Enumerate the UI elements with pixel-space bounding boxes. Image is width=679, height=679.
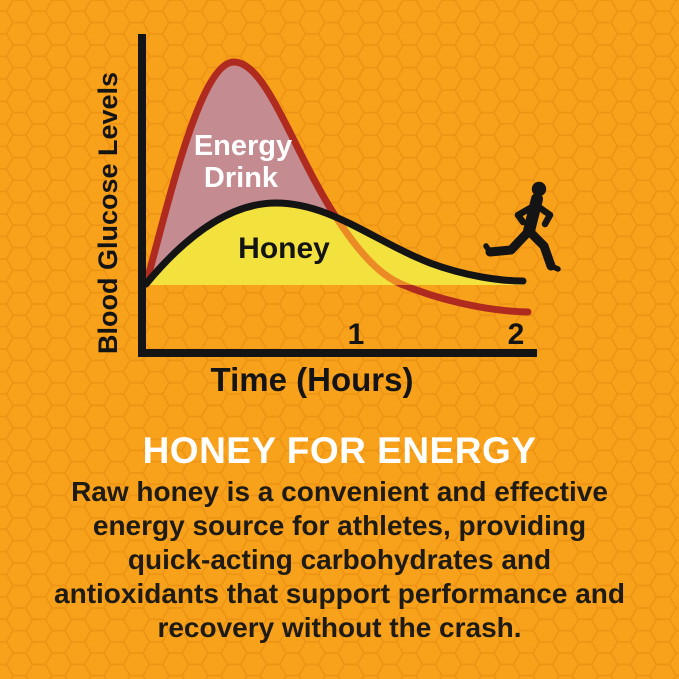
- y-axis-label: Blood Glucose Levels: [93, 72, 123, 354]
- x-tick-2: 2: [508, 318, 525, 351]
- honey-label: Honey: [238, 232, 330, 265]
- body-paragraph: Raw honey is a convenient and effective …: [0, 475, 679, 645]
- energy-drink-label-line2: Drink: [204, 162, 279, 194]
- page-title: HONEY FOR ENERGY: [142, 430, 537, 471]
- body-line: energy source for athletes, providing: [92, 510, 587, 541]
- chart-axes: [138, 34, 537, 357]
- body-line: Raw honey is a convenient and effective: [71, 476, 608, 507]
- x-axis-label: Time (Hours): [211, 361, 414, 398]
- runner-icon: [483, 181, 561, 272]
- body-line: recovery without the crash.: [157, 612, 522, 643]
- body-line: quick-acting carbohydrates and: [127, 544, 552, 575]
- blood-glucose-chart: Blood Glucose Levels 1 2 Time (Hours) En…: [93, 34, 561, 398]
- honey-curve: [142, 199, 527, 288]
- body-line: antioxidants that support performance an…: [54, 578, 625, 609]
- x-tick-1: 1: [348, 318, 365, 351]
- energy-drink-curve: [142, 58, 532, 316]
- energy-drink-label-line1: Energy: [194, 130, 292, 162]
